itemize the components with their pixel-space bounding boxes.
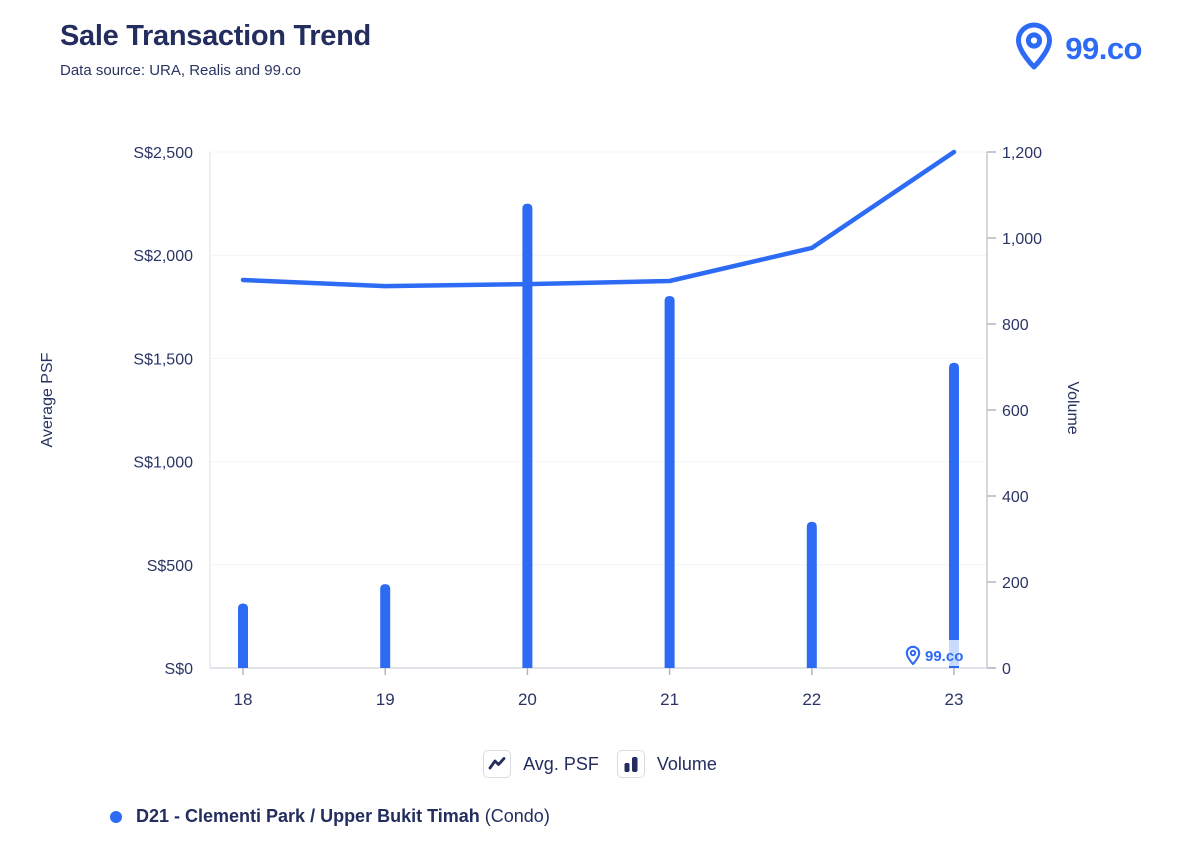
right-axis-labels: 0 200 400 600 800 1,000 1,200	[987, 145, 1042, 678]
svg-text:23: 23	[945, 690, 964, 709]
legend-label: Avg. PSF	[523, 753, 599, 774]
svg-text:0: 0	[1002, 661, 1011, 678]
volume-bars	[238, 203, 959, 668]
line-series-icon	[483, 750, 512, 778]
series-name: D21 - Clementi Park / Upper Bukit Timah …	[136, 806, 550, 827]
right-axis-title: Volume	[1064, 381, 1081, 435]
x-axis-labels: 18 19 20 21 22 23	[234, 668, 964, 709]
page-title: Sale Transaction Trend	[60, 20, 371, 52]
svg-text:600: 600	[1002, 403, 1029, 420]
volume-bar	[238, 603, 248, 668]
left-axis-title: Average PSF	[39, 352, 56, 448]
svg-text:19: 19	[376, 690, 395, 709]
bar-series-icon	[616, 750, 645, 778]
svg-text:1,000: 1,000	[1002, 231, 1042, 248]
legend-item-volume: Volume	[616, 750, 717, 778]
series-key: D21 - Clementi Park / Upper Bukit Timah …	[110, 806, 550, 827]
series-dot-icon	[110, 810, 122, 823]
series-name-bold: D21 - Clementi Park / Upper Bukit Timah	[136, 806, 480, 826]
svg-text:20: 20	[518, 690, 537, 709]
combo-chart: 99.co S$0 S$500 S$1,000 S$1,500 S$2,000 S$2,50…	[133, 145, 1042, 709]
svg-text:400: 400	[1002, 489, 1029, 506]
chart-svg: 99.co S$0 S$500 S$1,000 S$1,500 S$2,000 S$2,50…	[133, 145, 1042, 709]
data-source-note: Data source: URA, Realis and 99.co	[60, 62, 301, 79]
map-pin-icon	[1011, 20, 1057, 77]
svg-text:S$2,000: S$2,000	[133, 248, 193, 265]
svg-text:S$500: S$500	[147, 558, 193, 575]
series-name-suffix: (Condo)	[484, 806, 550, 826]
legend-label: Volume	[656, 753, 717, 774]
chart-header: Sale Transaction Trend Data source: URA,…	[60, 20, 371, 79]
volume-bar	[806, 521, 817, 668]
volume-bar	[664, 296, 675, 668]
watermark-logo: 99.co	[902, 640, 982, 666]
chart-legend: Avg. PSF Volume	[0, 750, 1200, 778]
volume-bar	[949, 362, 959, 668]
svg-text:S$1,500: S$1,500	[133, 351, 193, 368]
svg-text:22: 22	[802, 690, 821, 709]
svg-text:99.co: 99.co	[925, 648, 963, 665]
brand-logo: 99.co	[1011, 20, 1142, 77]
brand-wordmark: 99.co	[1065, 30, 1142, 66]
svg-text:S$1,000: S$1,000	[133, 455, 193, 472]
svg-text:S$0: S$0	[165, 661, 194, 678]
svg-text:18: 18	[234, 690, 253, 709]
svg-text:800: 800	[1002, 317, 1029, 334]
avg-psf-line	[240, 149, 957, 289]
gridlines	[210, 151, 987, 566]
svg-text:21: 21	[660, 690, 679, 709]
svg-text:S$2,500: S$2,500	[133, 145, 193, 162]
left-axis-labels: S$0 S$500 S$1,000 S$1,500 S$2,000 S$2,500	[133, 145, 193, 678]
svg-text:1,200: 1,200	[1002, 145, 1042, 162]
volume-bar	[380, 584, 391, 668]
svg-text:200: 200	[1002, 575, 1029, 592]
volume-bar	[522, 203, 533, 668]
legend-item-avg-psf: Avg. PSF	[483, 750, 599, 778]
